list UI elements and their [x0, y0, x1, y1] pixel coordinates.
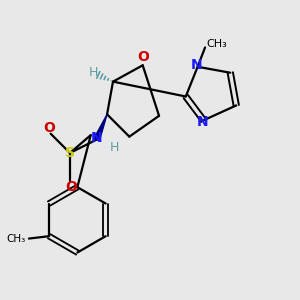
- Text: N: N: [196, 115, 208, 129]
- Text: H: H: [110, 140, 119, 154]
- Text: H: H: [88, 66, 98, 79]
- Polygon shape: [94, 114, 107, 141]
- Text: CH₃: CH₃: [7, 234, 26, 244]
- Text: N: N: [91, 131, 103, 145]
- Text: O: O: [137, 50, 148, 64]
- Text: S: S: [65, 146, 75, 160]
- Text: CH₃: CH₃: [206, 39, 227, 49]
- Text: N: N: [190, 58, 202, 72]
- Text: O: O: [65, 180, 77, 194]
- Text: O: O: [43, 121, 55, 135]
